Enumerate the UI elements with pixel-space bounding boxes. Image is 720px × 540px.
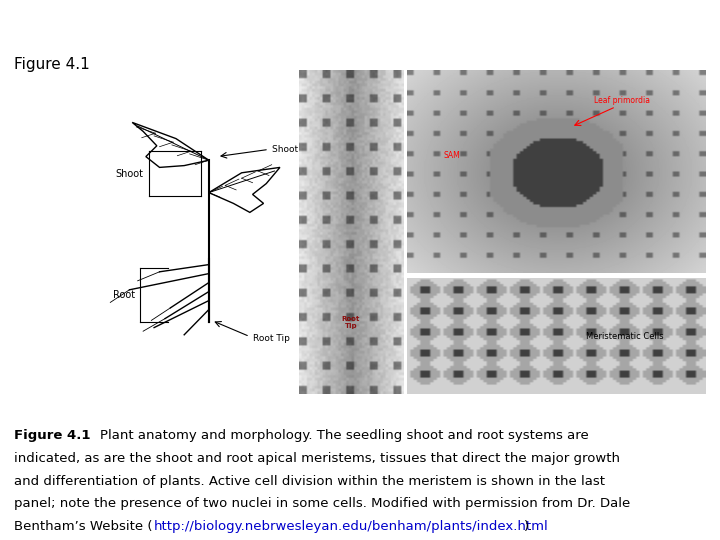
- Text: Figure 4.1: Figure 4.1: [14, 57, 90, 72]
- Text: http://biology.nebrwesleyan.edu/benham/plants/index.html: http://biology.nebrwesleyan.edu/benham/p…: [153, 520, 548, 533]
- Text: Figure 4.1: Figure 4.1: [14, 429, 91, 442]
- Text: Plant anatomy and morphology. The seedling shoot and root systems are: Plant anatomy and morphology. The seedli…: [83, 429, 588, 442]
- Text: Shoot Apex: Shoot Apex: [271, 145, 323, 154]
- Text: Root: Root: [113, 290, 135, 300]
- Text: and differentiation of plants. Active cell division within the meristem is shown: and differentiation of plants. Active ce…: [14, 475, 606, 488]
- Text: indicated, as are the shoot and root apical meristems, tissues that direct the m: indicated, as are the shoot and root api…: [14, 452, 621, 465]
- Text: SAM: SAM: [444, 151, 460, 160]
- Text: panel; note the presence of two nuclei in some cells. Modified with permission f: panel; note the presence of two nuclei i…: [14, 497, 631, 510]
- Polygon shape: [132, 123, 209, 167]
- Text: ).: ).: [524, 520, 534, 533]
- Text: Shoot: Shoot: [115, 168, 143, 179]
- Text: Root Tip: Root Tip: [253, 334, 289, 343]
- Text: Root
Tip: Root Tip: [342, 316, 360, 329]
- Text: Leaf primordia: Leaf primordia: [594, 96, 650, 105]
- Polygon shape: [209, 167, 280, 212]
- Text: Meristematic Cells: Meristematic Cells: [586, 332, 664, 341]
- Text: Bentham’s Website (: Bentham’s Website (: [14, 520, 153, 533]
